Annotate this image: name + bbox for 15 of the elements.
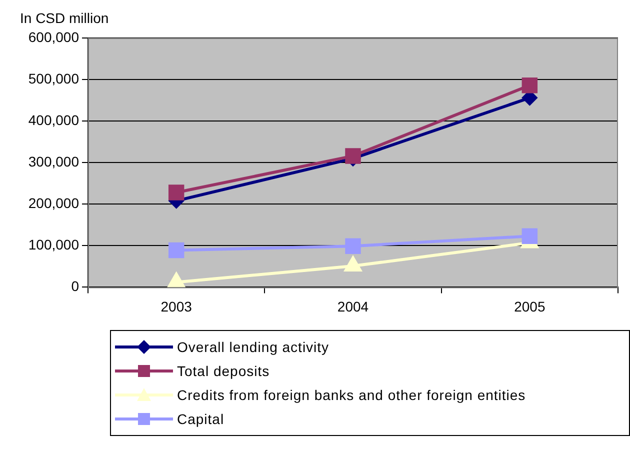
y-tick-label: 100,000 [28,236,80,253]
y-tick-label: 300,000 [28,153,80,170]
legend-label: Credits from foreign banks and other foreign entities [177,387,526,403]
y-tick-label: 0 [71,278,80,294]
x-tick-label: 2005 [514,298,546,314]
y-tick-label: 500,000 [28,70,80,86]
legend-label: Total deposits [177,363,270,379]
legend-label: Capital [177,411,224,427]
y-tick-label: 200,000 [28,194,80,211]
y-tick-label: 400,000 [28,112,80,128]
legend-label: Overall lending activity [177,339,330,355]
x-tick-label: 2004 [337,298,369,314]
x-tick-label: 2003 [160,298,192,314]
y-axis-title: In CSD million [20,10,109,26]
y-tick-label: 600,000 [28,28,80,45]
